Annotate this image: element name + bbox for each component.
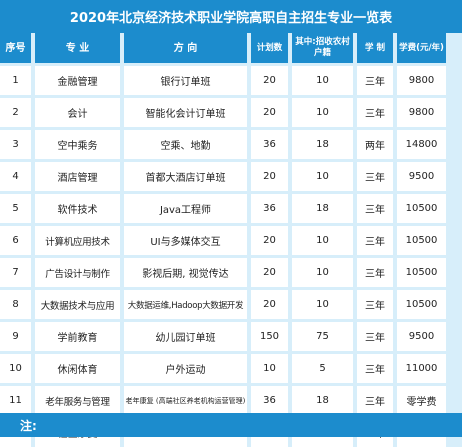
- row-4-index: 4: [0, 162, 31, 191]
- row-6-tuition: 10500: [397, 226, 446, 255]
- row-5-direction: Java工程师: [124, 194, 247, 223]
- row-1-tuition: 9800: [397, 66, 446, 95]
- row-1-duration: 三年: [357, 66, 393, 95]
- row-2-index: 2: [0, 98, 31, 127]
- row-11-rural: 18: [292, 386, 353, 415]
- row-3-direction: 空乘、地勤: [124, 130, 247, 159]
- row-4-tuition: 9500: [397, 162, 446, 191]
- row-11-index: 11: [0, 386, 31, 415]
- header-tuition: 学费(元/年): [397, 33, 446, 63]
- row-7-duration: 三年: [357, 258, 393, 287]
- row-2-duration: 三年: [357, 98, 393, 127]
- row-5-index: 5: [0, 194, 31, 223]
- row-4-rural: 10: [292, 162, 353, 191]
- row-8-tuition: 10500: [397, 290, 446, 319]
- row-10-duration: 三年: [357, 354, 393, 383]
- header-plan-count: 计划数: [251, 33, 288, 63]
- row-8-direction: 大数据运维,Hadoop大数据开发: [124, 290, 247, 319]
- row-1-index: 1: [0, 66, 31, 95]
- row-9-tuition: 9500: [397, 322, 446, 351]
- row-8-index: 8: [0, 290, 31, 319]
- row-4-duration: 三年: [357, 162, 393, 191]
- table-note: 注:: [0, 413, 462, 437]
- table-title: 2020年北京经济技术职业学院高职自主招生专业一览表: [0, 0, 462, 33]
- row-4-direction: 首都大酒店订单班: [124, 162, 247, 191]
- row-8-major: 大数据技术与应用: [35, 290, 120, 319]
- row-5-duration: 三年: [357, 194, 393, 223]
- row-9-duration: 三年: [357, 322, 393, 351]
- row-6-rural: 10: [292, 226, 353, 255]
- row-3-duration: 两年: [357, 130, 393, 159]
- row-11-tuition: 零学费: [397, 386, 446, 415]
- row-1-major: 金融管理: [35, 66, 120, 95]
- row-3-index: 3: [0, 130, 31, 159]
- row-6-plan: 20: [251, 226, 288, 255]
- row-9-major: 学前教育: [35, 322, 120, 351]
- row-9-index: 9: [0, 322, 31, 351]
- row-11-duration: 三年: [357, 386, 393, 415]
- row-7-tuition: 10500: [397, 258, 446, 287]
- row-3-rural: 18: [292, 130, 353, 159]
- row-5-major: 软件技术: [35, 194, 120, 223]
- row-9-direction: 幼儿园订单班: [124, 322, 247, 351]
- row-1-direction: 银行订单班: [124, 66, 247, 95]
- row-10-plan: 10: [251, 354, 288, 383]
- row-2-major: 会计: [35, 98, 120, 127]
- row-3-plan: 36: [251, 130, 288, 159]
- row-1-plan: 20: [251, 66, 288, 95]
- row-11-direction: 老年康复 (高端社区养老机构运营管理): [124, 386, 247, 415]
- header-direction: 方 向: [124, 33, 247, 63]
- row-2-direction: 智能化会计订单班: [124, 98, 247, 127]
- row-9-plan: 150: [251, 322, 288, 351]
- row-4-plan: 20: [251, 162, 288, 191]
- row-11-major: 老年服务与管理: [35, 386, 120, 415]
- row-2-tuition: 9800: [397, 98, 446, 127]
- row-5-tuition: 10500: [397, 194, 446, 223]
- row-1-rural: 10: [292, 66, 353, 95]
- row-2-rural: 10: [292, 98, 353, 127]
- row-10-rural: 5: [292, 354, 353, 383]
- row-8-plan: 20: [251, 290, 288, 319]
- row-7-index: 7: [0, 258, 31, 287]
- row-4-major: 酒店管理: [35, 162, 120, 191]
- row-10-direction: 户外运动: [124, 354, 247, 383]
- row-8-rural: 10: [292, 290, 353, 319]
- row-7-direction: 影视后期, 视觉传达: [124, 258, 247, 287]
- row-10-tuition: 11000: [397, 354, 446, 383]
- row-7-major: 广告设计与制作: [35, 258, 120, 287]
- row-11-plan: 36: [251, 386, 288, 415]
- row-3-major: 空中乘务: [35, 130, 120, 159]
- row-8-duration: 三年: [357, 290, 393, 319]
- row-6-major: 计算机应用技术: [35, 226, 120, 255]
- header-index: 序号: [0, 33, 31, 63]
- data-table: 序号 专 业 方 向 计划数 其中:招收农村户籍 学 制 学费(元/年) 1 金…: [0, 33, 462, 447]
- row-6-duration: 三年: [357, 226, 393, 255]
- row-5-rural: 18: [292, 194, 353, 223]
- header-major: 专 业: [35, 33, 120, 63]
- header-rural-quota: 其中:招收农村户籍: [292, 33, 353, 63]
- row-10-index: 10: [0, 354, 31, 383]
- row-3-tuition: 14800: [397, 130, 446, 159]
- row-7-plan: 20: [251, 258, 288, 287]
- row-6-direction: UI与多媒体交互: [124, 226, 247, 255]
- row-5-plan: 36: [251, 194, 288, 223]
- header-duration: 学 制: [357, 33, 393, 63]
- row-10-major: 休闲体育: [35, 354, 120, 383]
- row-7-rural: 10: [292, 258, 353, 287]
- row-9-rural: 75: [292, 322, 353, 351]
- row-6-index: 6: [0, 226, 31, 255]
- row-2-plan: 20: [251, 98, 288, 127]
